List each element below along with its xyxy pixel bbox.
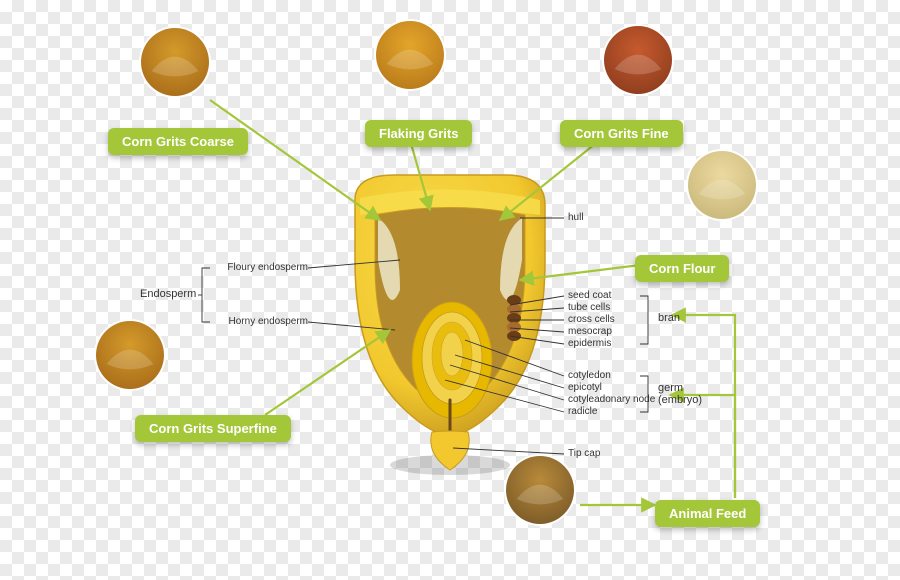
product-pill-flour: Corn Flour <box>635 255 729 282</box>
product-thumb-superfine <box>94 319 166 391</box>
anatomy-label: seed coat <box>568 290 611 301</box>
product-thumb-feed <box>504 454 576 526</box>
diagram-svg <box>0 0 900 580</box>
anatomy-label: epicotyl <box>568 382 602 393</box>
anatomy-label: cotyleadonary node <box>568 394 655 405</box>
anatomy-label: cross cells <box>568 314 615 325</box>
product-pill-fine: Corn Grits Fine <box>560 120 683 147</box>
product-pill-superfine: Corn Grits Superfine <box>135 415 291 442</box>
bran-group-label: bran <box>658 312 680 324</box>
anatomy-label: mesocrap <box>568 326 612 337</box>
anatomy-label: tube cells <box>568 302 610 313</box>
product-thumb-fine <box>602 24 674 96</box>
germ-group-label: germ(embryo) <box>658 382 702 406</box>
anatomy-label: Floury endosperm <box>218 262 308 273</box>
product-pill-feed: Animal Feed <box>655 500 760 527</box>
product-thumb-flaking <box>374 19 446 91</box>
product-pill-flaking: Flaking Grits <box>365 120 472 147</box>
anatomy-label: hull <box>568 212 584 223</box>
anatomy-label: Horny endosperm <box>218 316 308 327</box>
anatomy-label: radicle <box>568 406 597 417</box>
product-thumb-coarse <box>139 26 211 98</box>
product-pill-coarse: Corn Grits Coarse <box>108 128 248 155</box>
product-thumb-flour <box>686 149 758 221</box>
anatomy-label: cotyledon <box>568 370 611 381</box>
anatomy-label: Tip cap <box>568 448 600 459</box>
endosperm-group-label: Endosperm <box>140 288 196 300</box>
infographic-canvas: hull seed coattube cellscross cellsmesocr… <box>0 0 900 580</box>
anatomy-label: epidermis <box>568 338 611 349</box>
